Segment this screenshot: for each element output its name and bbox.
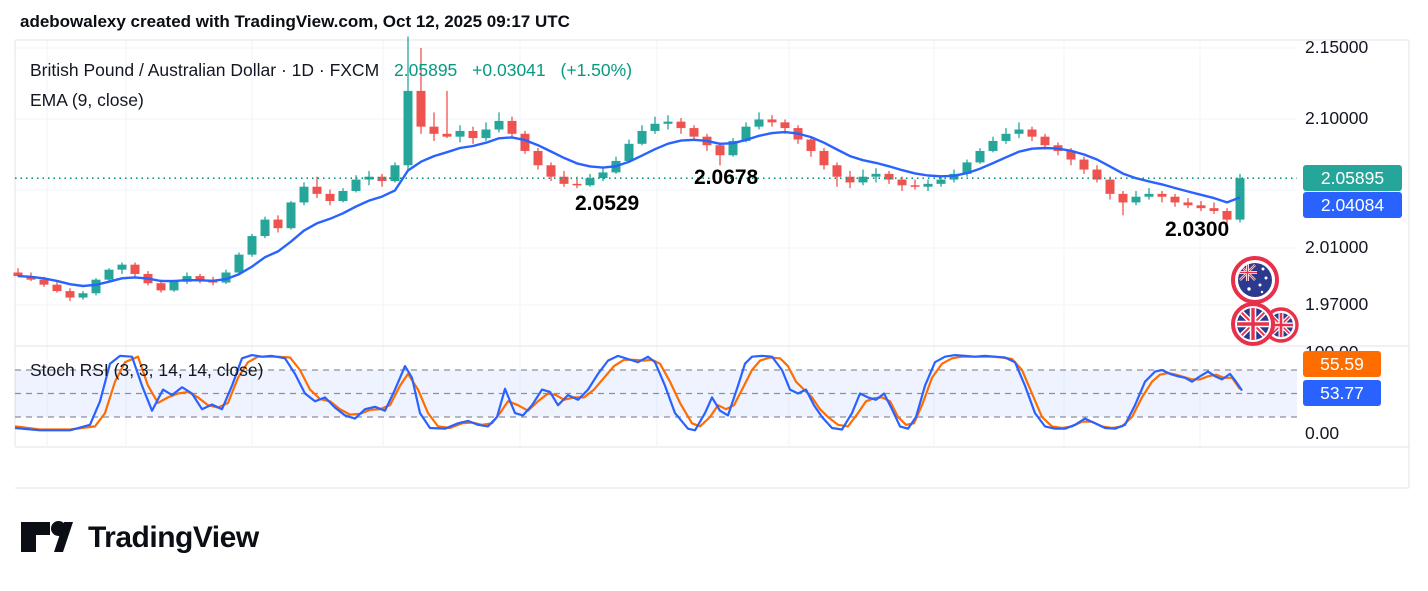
price-tick-2-10000: 2.10000 bbox=[1305, 108, 1369, 128]
symbol-title-row[interactable]: British Pound / Australian Dollar · 1D ·… bbox=[30, 60, 632, 81]
brand-wordmark: TradingView bbox=[88, 521, 259, 554]
symbol-title: British Pound / Australian Dollar · 1D ·… bbox=[30, 60, 380, 80]
annotation-2-0678: 2.0678 bbox=[694, 166, 759, 189]
credit-line: adebowalexy created with TradingView.com… bbox=[20, 12, 570, 31]
price-change-value: +0.03041 bbox=[472, 60, 546, 80]
ema-value-badge: 2.04084 bbox=[1303, 192, 1402, 218]
time-axis[interactable]: Feb Mar Apr May Jun Jul Aug Sep Oct bbox=[15, 447, 1409, 488]
stoch-rsi-label[interactable]: Stoch RSI (3, 3, 14, 14, close) bbox=[30, 360, 264, 380]
annotation-2-0300: 2.0300 bbox=[1165, 218, 1230, 241]
stoch-k-line bbox=[14, 354, 1243, 432]
tradingview-logo-icon bbox=[21, 521, 73, 552]
australia-flag-icon bbox=[1231, 256, 1279, 304]
currency-flags bbox=[1231, 256, 1299, 346]
price-change-percent: (+1.50%) bbox=[560, 60, 633, 80]
uk-flag-icon bbox=[1231, 302, 1299, 346]
last-price-value: 2.05895 bbox=[394, 60, 458, 80]
last-price-badge: 2.05895 bbox=[1303, 165, 1402, 191]
stoch-tick-0: 0.00 bbox=[1305, 423, 1340, 443]
stoch-k-badge: 53.77 bbox=[1303, 380, 1381, 406]
stoch-d-badge: 55.59 bbox=[1303, 351, 1381, 377]
price-tick-1-97000: 1.97000 bbox=[1305, 294, 1369, 314]
candles-layer bbox=[13, 36, 1245, 302]
tradingview-brand[interactable]: TradingView bbox=[20, 519, 259, 557]
price-tick-2-15000: 2.15000 bbox=[1305, 37, 1369, 57]
annotation-2-0529: 2.0529 bbox=[575, 192, 640, 215]
ema-indicator-label[interactable]: EMA (9, close) bbox=[30, 90, 144, 110]
price-tick-2-01000: 2.01000 bbox=[1305, 237, 1369, 257]
ema-line bbox=[17, 130, 1241, 288]
